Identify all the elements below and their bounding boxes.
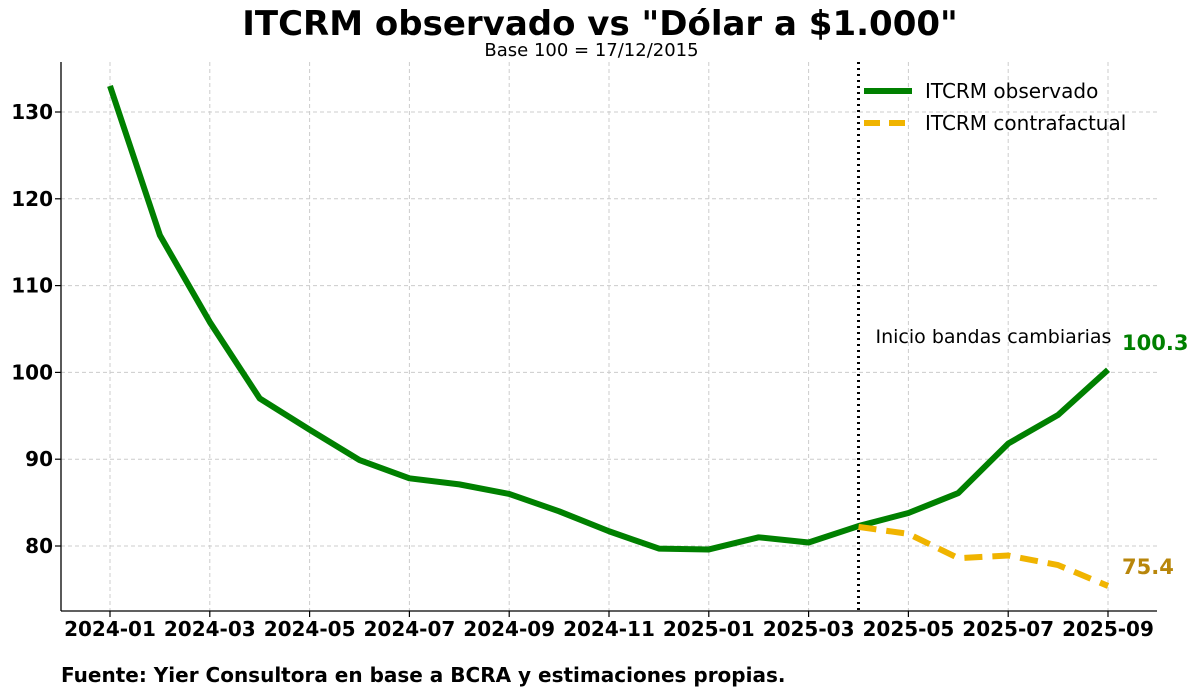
x-tick-label: 2024-07 xyxy=(364,617,456,641)
observed-end-label: 100.3 xyxy=(1122,331,1188,355)
annotations: Inicio bandas cambiarias 100.3 75.4 xyxy=(857,62,1188,611)
x-tick-label: 2025-01 xyxy=(663,617,755,641)
y-tick-label: 90 xyxy=(25,447,53,471)
series xyxy=(107,85,1111,589)
x-tick-label: 2025-09 xyxy=(1062,617,1154,641)
y-tick-label: 100 xyxy=(11,360,53,384)
x-tick-label: 2025-03 xyxy=(763,617,855,641)
bands-start-label: Inicio bandas cambiarias xyxy=(876,326,1112,348)
y-tick-label: 130 xyxy=(11,100,53,124)
chart-subtitle: Base 100 = 17/12/2015 xyxy=(484,40,699,61)
x-tick-label: 2024-05 xyxy=(264,617,356,641)
grid xyxy=(61,62,1157,611)
counterfactual-end-label: 75.4 xyxy=(1122,555,1174,579)
y-tick-label: 110 xyxy=(11,274,53,298)
chart-title: ITCRM observado vs "Dólar a $1.000" xyxy=(242,4,958,44)
x-tick-label: 2025-05 xyxy=(863,617,955,641)
legend-observed-label: ITCRM observado xyxy=(925,79,1098,103)
x-tick-label: 2024-01 xyxy=(64,617,156,641)
axes xyxy=(55,62,1157,617)
x-tick-label: 2024-09 xyxy=(463,617,555,641)
tick-labels: 80 90 100 110 120 130 2024-01 2024-03 2024-05 202… xyxy=(11,100,1154,641)
y-tick-label: 80 xyxy=(25,534,53,558)
x-tick-label: 2024-03 xyxy=(164,617,256,641)
source-note: Fuente: Yier Consultora en base a BCRA y… xyxy=(61,663,786,687)
legend-counterfactual-label: ITCRM contrafactual xyxy=(925,111,1126,135)
x-tick-label: 2025-07 xyxy=(962,617,1054,641)
y-tick-label: 120 xyxy=(11,187,53,211)
legend: ITCRM observado ITCRM contrafactual xyxy=(864,79,1126,135)
series-counterfactual-line xyxy=(858,523,1110,589)
x-tick-label: 2024-11 xyxy=(563,617,655,641)
